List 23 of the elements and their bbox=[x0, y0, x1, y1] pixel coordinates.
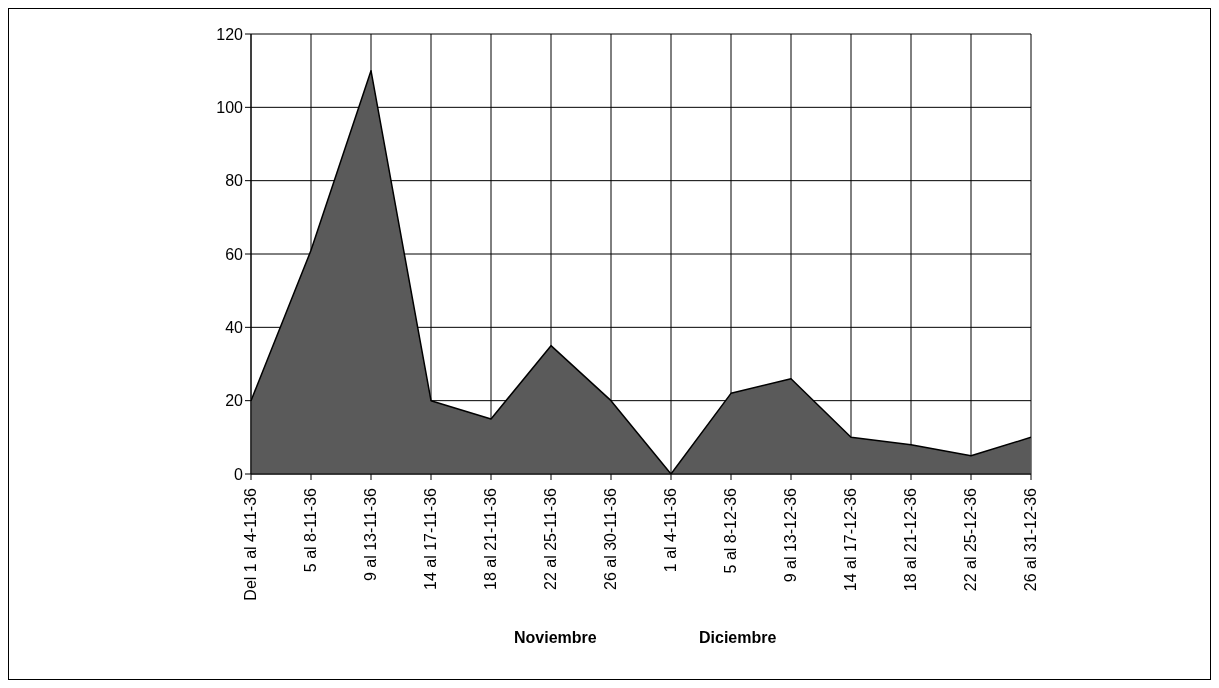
x-tick-label: 14 al 17-12-36 bbox=[842, 487, 859, 592]
x-tick-label: 1 al 4-11-36 bbox=[662, 487, 679, 573]
x-tick-label: 22 al 25-11-36 bbox=[542, 487, 559, 590]
y-tick-label: 120 bbox=[216, 25, 244, 43]
y-tick-label: 40 bbox=[225, 319, 244, 337]
x-tick-label: 22 al 25-12-36 bbox=[962, 487, 979, 592]
y-tick-label: 20 bbox=[225, 392, 244, 410]
x-tick-label: Del 1 al 4-11-36 bbox=[242, 487, 259, 601]
x-tick-label: 18 al 21-11-36 bbox=[482, 487, 499, 590]
x-tick-label: 26 al 30-11-36 bbox=[602, 487, 619, 590]
x-tick-label: 26 al 31-12-36 bbox=[1022, 487, 1039, 592]
x-tick-label: 9 al 13-12-36 bbox=[782, 487, 799, 583]
y-tick-label: 0 bbox=[234, 465, 244, 483]
x-tick-label: 14 al 17-11-36 bbox=[422, 487, 439, 590]
text: Diciembre bbox=[699, 629, 777, 647]
x-tick-label: 9 al 13-11-36 bbox=[362, 487, 379, 582]
x-tick-label: 5 al 8-11-36 bbox=[302, 487, 319, 573]
x-tick-label: 5 al 8-12-36 bbox=[722, 487, 739, 574]
text: Noviembre bbox=[514, 629, 597, 647]
y-tick-label: 80 bbox=[225, 172, 244, 190]
y-tick-label: 100 bbox=[216, 99, 244, 117]
y-tick-label: 60 bbox=[225, 245, 244, 263]
x-tick-label: 18 al 21-12-36 bbox=[902, 487, 919, 592]
